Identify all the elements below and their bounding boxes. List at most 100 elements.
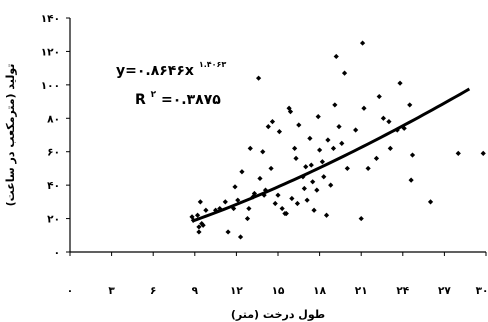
data-point bbox=[341, 70, 348, 76]
data-point bbox=[196, 229, 202, 235]
data-point bbox=[244, 215, 251, 222]
x-tick-label: ۱۵ bbox=[272, 285, 285, 297]
data-point bbox=[294, 200, 301, 207]
data-point bbox=[317, 147, 323, 153]
data-point bbox=[279, 205, 285, 212]
data-points bbox=[189, 40, 486, 240]
data-point bbox=[268, 165, 274, 172]
x-tick-label: ۹ bbox=[192, 285, 199, 297]
x-axis-title: طول درخت (متر) bbox=[231, 308, 325, 321]
x-tick-label: ۶ bbox=[150, 285, 156, 297]
x-tick-label: ۳ bbox=[108, 285, 115, 297]
data-point bbox=[283, 210, 289, 217]
data-point bbox=[344, 165, 350, 172]
data-point bbox=[235, 197, 241, 203]
x-tick-label: ۳۰ bbox=[476, 285, 488, 297]
data-point bbox=[353, 127, 359, 133]
data-point bbox=[380, 115, 386, 121]
data-point bbox=[194, 212, 201, 218]
data-point bbox=[257, 175, 263, 182]
data-point bbox=[319, 159, 325, 165]
data-point bbox=[321, 174, 327, 180]
equation-text: y=۰.۸۶۴۶x bbox=[116, 63, 194, 79]
x-tick-label: ۱۸ bbox=[313, 285, 326, 297]
data-point bbox=[397, 80, 403, 86]
data-point bbox=[310, 179, 316, 185]
data-point bbox=[260, 149, 266, 155]
data-point bbox=[237, 234, 244, 240]
data-point bbox=[269, 119, 276, 125]
data-point bbox=[203, 207, 209, 213]
data-point bbox=[328, 182, 334, 188]
data-point bbox=[358, 215, 364, 222]
data-point bbox=[296, 122, 302, 128]
y-tick-label: ۲۰ bbox=[47, 214, 60, 226]
axes bbox=[66, 17, 487, 256]
y-tick-label: ۱۲۰ bbox=[41, 46, 60, 58]
data-point bbox=[480, 150, 486, 156]
data-point bbox=[307, 135, 313, 141]
data-point bbox=[323, 212, 330, 218]
x-tick-label: ۱۲ bbox=[230, 285, 243, 297]
data-point bbox=[261, 192, 267, 198]
data-point bbox=[276, 129, 282, 135]
r2-superscript: ۲ bbox=[151, 90, 157, 100]
data-point bbox=[365, 165, 371, 172]
r2-label: R ۲ =۰.۳۸۷۵ bbox=[135, 85, 221, 108]
data-point bbox=[196, 224, 202, 230]
data-point bbox=[251, 190, 258, 197]
y-tick-label: ۱۰۰ bbox=[41, 80, 60, 92]
data-point bbox=[247, 145, 253, 151]
data-point bbox=[408, 177, 414, 183]
r2-letter: R bbox=[135, 92, 146, 108]
data-point bbox=[311, 207, 317, 213]
data-point bbox=[222, 199, 228, 205]
data-point bbox=[387, 145, 393, 151]
data-point bbox=[275, 192, 281, 198]
data-point bbox=[386, 119, 392, 125]
data-point bbox=[314, 187, 320, 193]
data-point bbox=[225, 229, 231, 235]
data-point bbox=[289, 195, 295, 202]
data-point bbox=[376, 93, 382, 100]
data-point bbox=[272, 200, 278, 207]
trendline bbox=[191, 87, 471, 223]
data-point bbox=[359, 40, 366, 46]
data-point bbox=[301, 185, 307, 192]
data-point bbox=[255, 75, 262, 81]
data-point bbox=[246, 205, 252, 212]
y-tick-label: ۴۰ bbox=[47, 180, 60, 192]
data-point bbox=[401, 125, 407, 131]
data-point bbox=[286, 105, 292, 111]
data-point bbox=[303, 164, 309, 170]
x-tick-label: ۲۱ bbox=[355, 285, 368, 297]
y-tick-label: ۸۰ bbox=[47, 113, 60, 125]
equation-label: y=۰.۸۶۴۶x ۱.۴۰۶۳ bbox=[116, 60, 226, 79]
y-axis-title: تولید (مترمکعب در ساعت) bbox=[4, 64, 17, 207]
data-point bbox=[239, 169, 245, 175]
data-point bbox=[325, 137, 331, 143]
equation-exponent: ۱.۴۰۶۳ bbox=[199, 60, 227, 69]
data-point bbox=[293, 155, 299, 161]
data-point bbox=[427, 199, 434, 205]
data-point bbox=[361, 105, 367, 111]
data-point bbox=[373, 155, 380, 161]
data-point bbox=[407, 102, 413, 108]
data-point bbox=[332, 102, 338, 108]
data-point bbox=[287, 109, 294, 115]
x-tick-label: ۲۷ bbox=[438, 285, 451, 297]
data-point bbox=[308, 162, 314, 168]
x-tick-label: ۰ bbox=[67, 285, 73, 297]
data-point bbox=[333, 53, 339, 60]
data-point bbox=[200, 222, 206, 228]
data-point bbox=[197, 199, 203, 205]
y-tick-label: ۶۰ bbox=[47, 147, 60, 159]
data-point bbox=[232, 184, 238, 190]
data-point bbox=[292, 145, 298, 151]
data-point bbox=[339, 140, 345, 146]
data-point bbox=[304, 197, 310, 203]
r2-value: =۰.۳۸۷۵ bbox=[161, 92, 221, 108]
data-point bbox=[409, 152, 416, 158]
tick-labels: ۰ ۲۰ ۴۰ ۶۰ ۸۰ ۱۰۰ ۱۲۰ ۱۴۰ ۰ ۳ ۶ ۹ ۱۲ ۱۵ ۱۸ ۲۱ ۲۴ ۲۷ ۳۰ bbox=[41, 13, 488, 297]
